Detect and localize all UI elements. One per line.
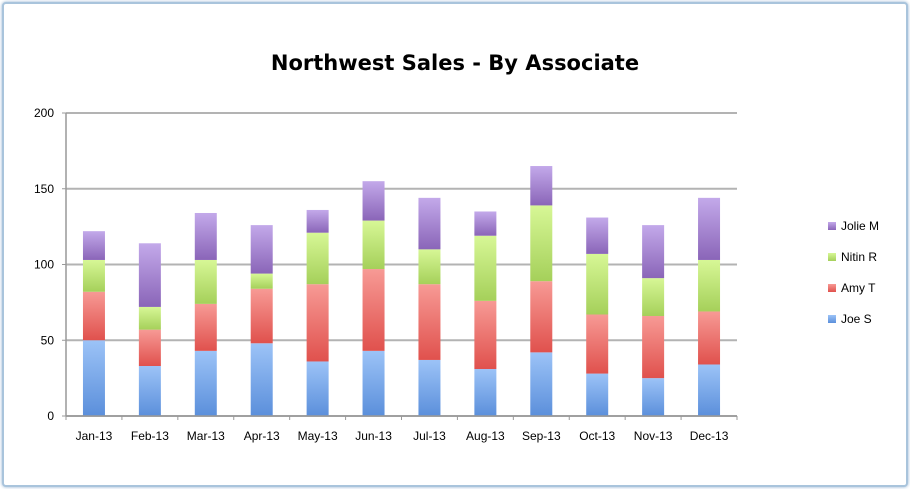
bar-joe-s [642, 378, 665, 416]
x-tick-label: Jul-13 [413, 429, 446, 443]
x-tick-label: Aug-13 [466, 429, 505, 443]
bar-nitin-r [306, 232, 329, 285]
bar-nitin-r [138, 306, 161, 330]
bar-nitin-r [418, 249, 441, 285]
bar-jolie-m [586, 217, 609, 254]
bar-jolie-m [250, 225, 273, 274]
bar-nitin-r [642, 278, 665, 317]
bar-joe-s [194, 350, 217, 416]
legend-label: Nitin R [841, 250, 877, 264]
bar-amy-t [698, 311, 721, 365]
x-tick-label: Oct-13 [579, 429, 615, 443]
y-tick-label: 200 [34, 106, 54, 120]
bar-joe-s [530, 352, 553, 416]
bar-joe-s [250, 343, 273, 416]
y-tick-label: 50 [41, 333, 55, 347]
bar-amy-t [138, 329, 161, 367]
bar-amy-t [418, 284, 441, 360]
bar-nitin-r [698, 259, 721, 312]
bar-amy-t [306, 284, 329, 362]
legend-swatch [828, 253, 836, 261]
bar-jolie-m [306, 209, 329, 233]
bar-joe-s [698, 364, 721, 416]
bar-joe-s [474, 369, 497, 416]
bar-jolie-m [642, 225, 665, 279]
bar-joe-s [362, 350, 385, 416]
x-tick-label: Feb-13 [131, 429, 169, 443]
bar-nitin-r [362, 220, 385, 270]
x-tick-label: Mar-13 [187, 429, 225, 443]
legend-swatch [828, 222, 836, 230]
bar-joe-s [306, 361, 329, 416]
bar-amy-t [362, 269, 385, 351]
bar-nitin-r [474, 235, 497, 301]
legend-label: Amy T [841, 281, 876, 295]
bar-nitin-r [530, 205, 553, 282]
y-tick-label: 0 [47, 409, 54, 423]
x-tick-label: Nov-13 [634, 429, 673, 443]
x-tick-label: Sep-13 [522, 429, 561, 443]
bar-amy-t [642, 316, 665, 379]
x-tick-label: Dec-13 [690, 429, 729, 443]
bar-nitin-r [250, 273, 273, 289]
chart-title: Northwest Sales - By Associate [271, 51, 639, 75]
legend-label: Jolie M [841, 219, 879, 233]
bar-jolie-m [138, 243, 161, 307]
x-tick-label: May-13 [298, 429, 338, 443]
bar-amy-t [586, 314, 609, 374]
bar-jolie-m [194, 212, 217, 260]
bar-jolie-m [82, 231, 105, 260]
x-tick-label: Apr-13 [244, 429, 280, 443]
bar-joe-s [418, 359, 441, 416]
bar-joe-s [138, 366, 161, 416]
bar-amy-t [250, 288, 273, 344]
legend-swatch [828, 284, 836, 292]
bar-amy-t [474, 300, 497, 370]
bar-jolie-m [698, 197, 721, 260]
legend-swatch [828, 315, 836, 323]
bar-nitin-r [586, 253, 609, 315]
bar-jolie-m [362, 181, 385, 221]
bar-amy-t [82, 291, 105, 341]
bar-amy-t [530, 281, 553, 353]
bar-joe-s [82, 340, 105, 416]
bar-jolie-m [530, 166, 553, 206]
bar-jolie-m [474, 211, 497, 236]
x-tick-label: Jun-13 [355, 429, 392, 443]
bar-amy-t [194, 303, 217, 351]
y-tick-label: 150 [34, 182, 54, 196]
x-tick-label: Jan-13 [76, 429, 113, 443]
bar-joe-s [586, 373, 609, 416]
bar-nitin-r [194, 259, 217, 304]
y-tick-label: 100 [34, 258, 54, 272]
legend-label: Joe S [841, 312, 872, 326]
bar-jolie-m [418, 197, 441, 250]
bar-nitin-r [82, 259, 105, 292]
